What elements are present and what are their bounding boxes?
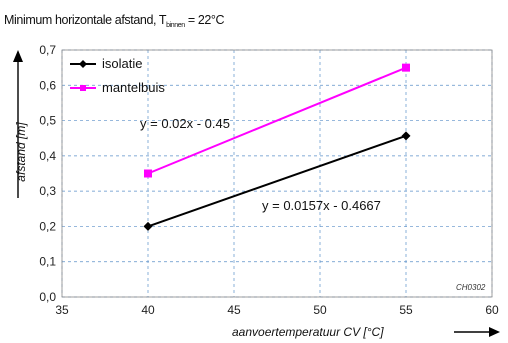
plot-area — [61, 49, 493, 298]
y-tick-label: 0,4 — [39, 149, 56, 163]
x-axis-label: aanvoertemperatuur CV [°C] — [232, 325, 384, 339]
data-point-mantelbuis — [402, 63, 410, 72]
equation-isolatie: y = 0.0157x - 0.4667 — [262, 198, 381, 213]
x-axis-arrow — [454, 327, 500, 337]
legend-item-isolatie: isolatie — [70, 56, 142, 71]
equation-mantelbuis: y = 0.02x - 0.45 — [140, 116, 230, 131]
x-tick-label: 40 — [141, 303, 155, 317]
x-axis-ticks: 35 40 45 50 55 60 — [55, 303, 499, 317]
data-point-mantelbuis — [144, 169, 152, 178]
data-point-isolatie — [401, 131, 411, 141]
x-tick-label: 35 — [55, 303, 69, 317]
y-tick-label: 0,2 — [39, 219, 56, 233]
y-tick-label: 0,1 — [39, 255, 56, 269]
legend: isolatie mantelbuis — [70, 56, 165, 95]
data-point-isolatie — [143, 221, 153, 231]
series-line-mantelbuis — [147, 66, 407, 175]
figure-code: CH0302 — [456, 283, 486, 292]
legend-marker-isolatie — [79, 60, 87, 68]
y-axis-label: afstand [m] — [14, 122, 28, 182]
y-tick-label: 0,3 — [39, 184, 56, 198]
x-tick-label: 50 — [313, 303, 327, 317]
y-tick-label: 0,0 — [39, 290, 56, 304]
y-tick-label: 0,6 — [39, 78, 56, 92]
y-axis-arrow — [13, 50, 23, 198]
legend-label-isolatie: isolatie — [102, 56, 142, 71]
legend-item-mantelbuis: mantelbuis — [70, 80, 165, 95]
chart-title: Minimum horizontale afstand, Tbinnen = 2… — [4, 13, 225, 29]
y-tick-label: 0,5 — [39, 114, 56, 128]
legend-marker-mantelbuis — [80, 85, 86, 91]
chart-title-main: Minimum horizontale afstand, T — [4, 13, 167, 27]
y-axis-ticks: 0,0 0,1 0,2 0,3 0,4 0,5 0,6 0,7 — [39, 43, 56, 304]
chart-title-suffix: = 22°C — [185, 13, 225, 27]
chart-title-subscript: binnen — [166, 22, 185, 29]
x-tick-label: 55 — [399, 303, 413, 317]
series-layer — [143, 63, 411, 231]
y-tick-label: 0,7 — [39, 43, 56, 57]
x-tick-label: 45 — [227, 303, 241, 317]
legend-label-mantelbuis: mantelbuis — [102, 80, 165, 95]
series-line-isolatie — [147, 134, 407, 228]
x-tick-label: 60 — [485, 303, 499, 317]
